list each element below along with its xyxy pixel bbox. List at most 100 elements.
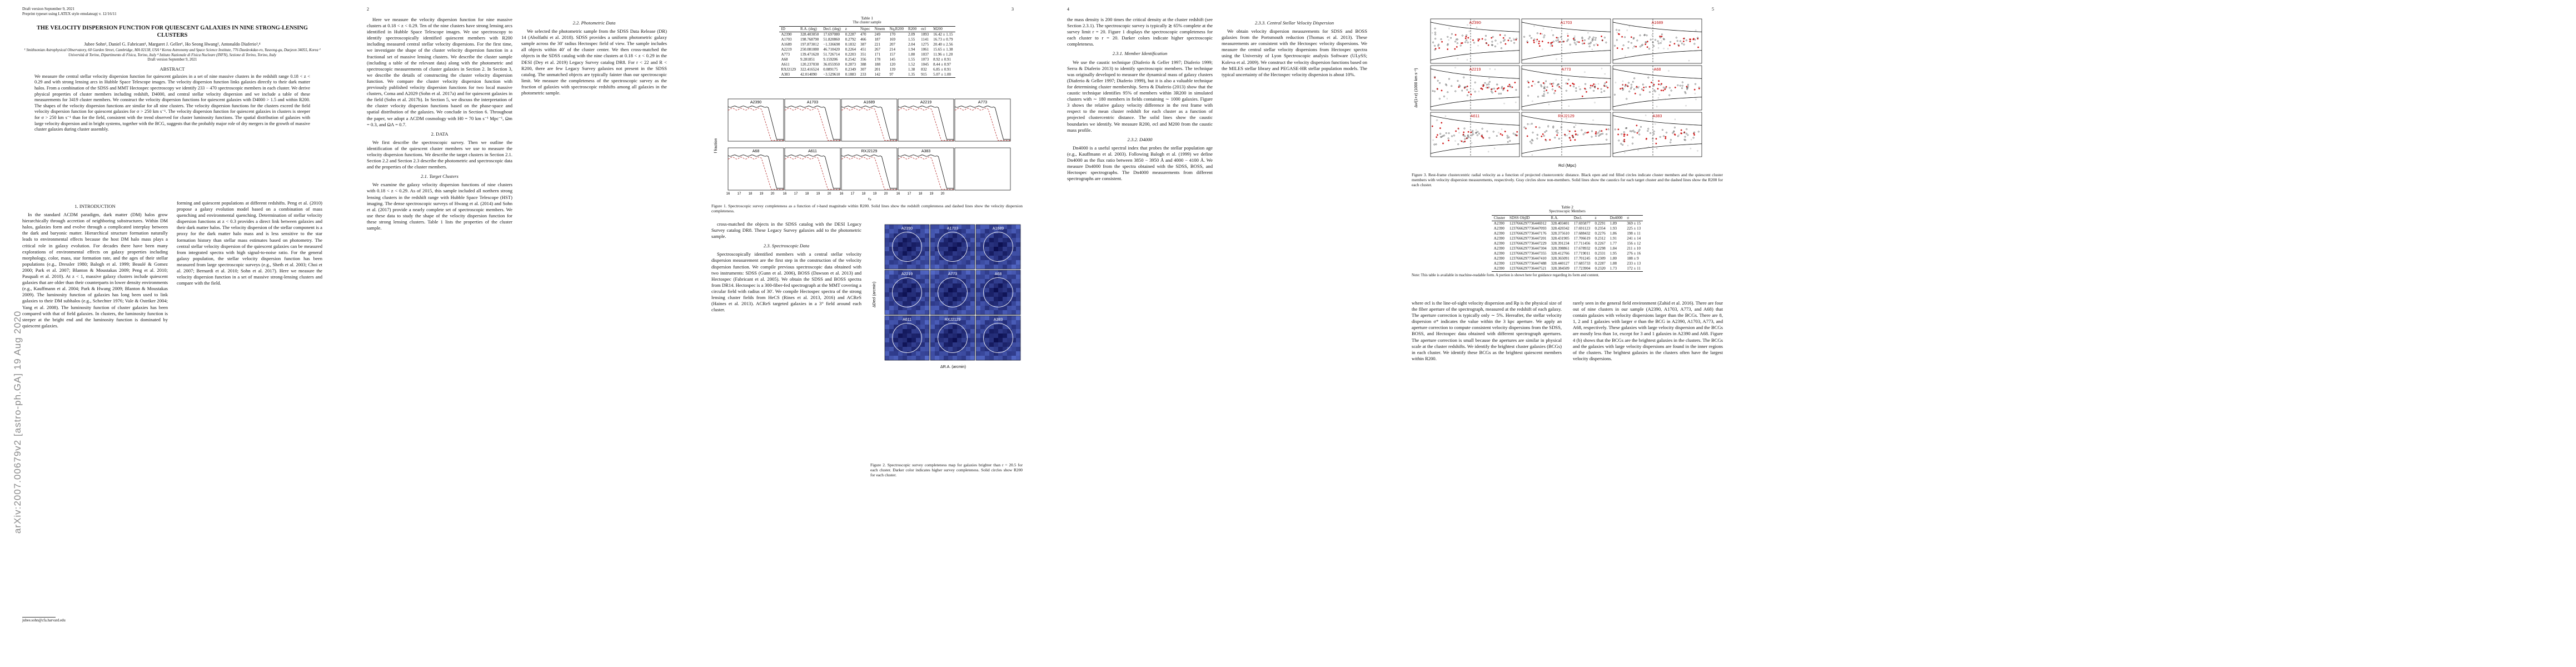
fig2-completeness-cell [939,251,944,256]
fig3-quiescent-member-point [1572,82,1574,84]
fig3-member-point [1631,86,1633,88]
fig2-completeness-cell [948,283,953,288]
table-2-row: A2390 1237666297736447488 328.440127 17.685… [1492,261,1643,266]
fig3-quiescent-member-point [1636,125,1638,127]
fig2-completeness-cell [989,325,994,330]
fig2-completeness-cell [985,279,990,284]
fig2-completeness-cell [1007,251,1012,256]
fig3-quiescent-member-point [1559,41,1561,43]
fig2-completeness-cell [980,316,985,321]
fig2-completeness-cell [889,279,894,284]
fig3-member-point [1448,132,1450,135]
fig3-member-point [1467,94,1468,97]
fig2-completeness-cell [903,238,908,243]
fig3-member-point [1581,129,1583,131]
fig3-member-point [1599,134,1601,136]
table-1-cell: A383 [779,72,798,78]
fig2-completeness-cell [1016,238,1021,243]
fig2-completeness-cell [920,270,925,275]
fig2-completeness-cell [889,334,894,339]
fig2-completeness-cell [948,334,953,339]
p5-bcg-text: rarely seen in the general field environ… [1573,300,1723,361]
fig2-completeness-cell [953,229,958,234]
fig2-completeness-cell [985,306,990,311]
table-1-cell: 0.2873 [845,62,856,67]
fig2-completeness-cell [920,325,925,330]
page-1-left-column: 1. INTRODUCTION In the standard ΛCDM par… [22,200,168,623]
fig3-quiescent-member-point [1538,42,1540,44]
fig2-completeness-cell [885,342,890,347]
fig3-member-point [1433,90,1436,92]
fig3-member-point [1603,90,1606,92]
fig2-completeness-cell [939,338,944,343]
fig2-completeness-cell [980,233,985,238]
fig2-completeness-cell [953,251,958,256]
fig2-completeness-cell [1012,288,1017,293]
fig3-quiescent-member-point [1581,95,1583,97]
fig2-completeness-cell [966,275,971,280]
fig2-completeness-cell [1016,233,1021,238]
fig2-completeness-cell [966,247,971,252]
fig3-member-point [1474,91,1476,93]
fig2-completeness-cell [907,288,912,293]
fig2-completeness-cell [985,297,990,302]
table-1-cell: 0.1832 [845,42,856,47]
fig3-member-point [1508,136,1510,138]
fig2-completeness-cell [976,279,981,284]
fig2-completeness-cell [903,256,908,261]
fig2-completeness-cell [985,275,990,280]
fig2-completeness-cell [980,306,985,311]
fig3-member-point [1621,133,1623,135]
fig3-nonmember-point [1656,106,1658,108]
fig2-completeness-cell [1007,292,1012,297]
fig3-member-point [1622,144,1624,146]
fig3-quiescent-member-point [1441,89,1443,92]
fig3-member-point [1466,137,1468,139]
fig2-completeness-cell [894,238,899,243]
fig2-completeness-cell [953,242,958,247]
fig2-completeness-cell [944,334,949,339]
fig2-completeness-cell [889,310,894,315]
affiliations: ¹ Smithsonian Astrophysical Observatory,… [24,48,321,57]
fig2-completeness-cell [925,229,930,234]
fig2-completeness-cell [939,310,944,315]
fig2-completeness-cell [980,283,985,288]
table-2-cell: 17.706619 [1573,236,1591,241]
fig2-panel-frame [975,224,1021,270]
fig3-quiescent-member-point [1661,83,1663,85]
fig1-redshift-completeness-line [841,106,897,140]
fig3-member-point [1486,83,1488,86]
fig3-nonmember-point [1532,100,1533,102]
table-2-title: Table 2 [1561,205,1573,210]
fig3-quiescent-member-point [1646,46,1648,48]
fig2-completeness-cell [961,292,966,297]
fig2-completeness-cell [885,283,890,288]
fig3-member-point [1631,130,1633,132]
fig2-completeness-cell [911,334,916,339]
fig3-member-point [1496,83,1498,86]
fig2-completeness-cell [980,329,985,334]
fig2-completeness-cell [985,292,990,297]
fig2-completeness-cell [980,265,985,270]
fig2-completeness-cell [889,342,894,347]
fig3-quiescent-member-point [1635,46,1637,48]
fig3-nonmember-point [1542,28,1544,30]
fig2-completeness-cell [898,306,903,311]
fig2-completeness-cell [985,310,990,315]
fig2-completeness-cell [944,338,949,343]
fig3-member-point [1523,126,1526,128]
fig2-completeness-cell [966,347,971,352]
fig2-completeness-cell [907,310,912,315]
fig3-quiescent-member-point [1487,87,1489,89]
fig3-member-point [1509,86,1511,88]
fig3-member-point [1488,137,1491,139]
table-1: Table 1 The cluster sample ID R.A. (deg) D… [711,16,1023,78]
fig3-member-point [1670,141,1672,143]
fig3-member-point [1474,81,1476,83]
fig3-member-point [1537,96,1539,98]
fig2-completeness-cell [916,256,921,261]
fig3-member-point [1650,132,1652,134]
fig3-member-point [1628,91,1631,93]
fig2-completeness-cell [1003,247,1008,252]
fig2-completeness-cell [980,279,985,284]
